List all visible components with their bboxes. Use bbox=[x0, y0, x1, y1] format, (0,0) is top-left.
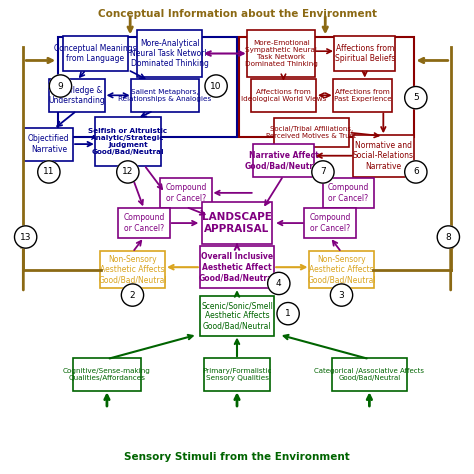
Text: Compound
or Cancel?: Compound or Cancel? bbox=[328, 183, 369, 202]
Circle shape bbox=[405, 161, 427, 183]
Text: Knowledge &
Understanding: Knowledge & Understanding bbox=[48, 86, 105, 105]
FancyBboxPatch shape bbox=[200, 246, 274, 288]
Circle shape bbox=[277, 302, 299, 325]
FancyBboxPatch shape bbox=[334, 36, 395, 71]
FancyBboxPatch shape bbox=[251, 79, 316, 112]
Text: Compound
or Cancel?: Compound or Cancel? bbox=[165, 183, 207, 202]
Text: 4: 4 bbox=[276, 279, 282, 288]
Text: More-Emotional
Sympathetic Neural
Task Network
Dominated Thinking: More-Emotional Sympathetic Neural Task N… bbox=[245, 40, 318, 67]
FancyBboxPatch shape bbox=[118, 208, 170, 238]
Text: Normative and
Social-Relations
Narrative: Normative and Social-Relations Narrative bbox=[353, 141, 414, 171]
Text: 6: 6 bbox=[413, 167, 419, 176]
FancyBboxPatch shape bbox=[49, 79, 105, 112]
Text: Scenic/Sonic/Smell
Aesthetic Affects
Good/Bad/Neutral: Scenic/Sonic/Smell Aesthetic Affects Goo… bbox=[201, 301, 273, 331]
Text: 11: 11 bbox=[43, 167, 55, 176]
Text: Selfish or Altruistic
Analytic/Strategic
Judgment
Good/Bad/Neutral: Selfish or Altruistic Analytic/Strategic… bbox=[88, 128, 167, 155]
Circle shape bbox=[49, 75, 72, 97]
Circle shape bbox=[38, 161, 60, 183]
Text: More-Analytical
Neural Task Network
Dominated Thinking: More-Analytical Neural Task Network Domi… bbox=[130, 38, 209, 68]
FancyBboxPatch shape bbox=[353, 135, 414, 177]
Text: 13: 13 bbox=[20, 233, 31, 241]
FancyBboxPatch shape bbox=[309, 251, 374, 288]
Circle shape bbox=[312, 161, 334, 183]
FancyBboxPatch shape bbox=[95, 117, 161, 166]
Circle shape bbox=[405, 86, 427, 109]
Text: 5: 5 bbox=[413, 93, 419, 102]
Circle shape bbox=[268, 272, 290, 295]
Text: Compound
or Cancel?: Compound or Cancel? bbox=[309, 213, 351, 233]
Text: Objectified
Narrative: Objectified Narrative bbox=[28, 135, 70, 154]
Circle shape bbox=[330, 284, 353, 306]
Text: 8: 8 bbox=[446, 233, 451, 241]
FancyBboxPatch shape bbox=[73, 357, 141, 391]
FancyBboxPatch shape bbox=[332, 357, 407, 391]
Text: 12: 12 bbox=[122, 167, 134, 176]
Text: Cognitive/Sense-making
Qualities/Affordances: Cognitive/Sense-making Qualities/Afforda… bbox=[63, 367, 151, 381]
Text: Compound
or Cancel?: Compound or Cancel? bbox=[123, 213, 165, 233]
Text: 1: 1 bbox=[285, 309, 291, 318]
Circle shape bbox=[15, 226, 37, 248]
FancyBboxPatch shape bbox=[333, 79, 392, 112]
Text: Conceptual Meanings
from Language: Conceptual Meanings from Language bbox=[54, 44, 137, 63]
Text: 3: 3 bbox=[338, 291, 345, 300]
Text: Affections from
Spiritual Beliefs: Affections from Spiritual Beliefs bbox=[335, 44, 395, 63]
Text: LANDSCAPE
APPRAISAL: LANDSCAPE APPRAISAL bbox=[202, 212, 272, 234]
Text: 10: 10 bbox=[210, 82, 222, 91]
Circle shape bbox=[117, 161, 139, 183]
FancyBboxPatch shape bbox=[247, 30, 315, 77]
Circle shape bbox=[437, 226, 459, 248]
Circle shape bbox=[205, 75, 227, 97]
Text: Non-Sensory
Aesthetic Affects
Good/Bad/Neutral: Non-Sensory Aesthetic Affects Good/Bad/N… bbox=[307, 255, 376, 284]
Text: Primary/Formalistic
Sensory Qualities: Primary/Formalistic Sensory Qualities bbox=[202, 367, 272, 381]
FancyBboxPatch shape bbox=[137, 30, 202, 77]
FancyBboxPatch shape bbox=[160, 178, 212, 208]
Text: Social/Tribal Affiliations,
Perceived Motives & Trust: Social/Tribal Affiliations, Perceived Mo… bbox=[266, 126, 356, 139]
Text: Conceptual Information about the Environment: Conceptual Information about the Environ… bbox=[98, 9, 376, 19]
FancyBboxPatch shape bbox=[202, 202, 272, 244]
Circle shape bbox=[121, 284, 144, 306]
FancyBboxPatch shape bbox=[204, 357, 270, 391]
Text: Salient Metaphors,
Relationships & Analogies: Salient Metaphors, Relationships & Analo… bbox=[118, 89, 211, 102]
Text: Overall Inclusive
Aesthetic Affect
Good/Bad/Neutral: Overall Inclusive Aesthetic Affect Good/… bbox=[199, 252, 275, 282]
Bar bbox=[239, 37, 413, 137]
Text: 2: 2 bbox=[130, 291, 135, 300]
FancyBboxPatch shape bbox=[63, 36, 128, 71]
FancyBboxPatch shape bbox=[274, 118, 349, 146]
FancyBboxPatch shape bbox=[200, 296, 274, 336]
Text: Affections from
Ideological World Views: Affections from Ideological World Views bbox=[241, 89, 326, 102]
Text: 7: 7 bbox=[320, 167, 326, 176]
Text: Non-Sensory
Aesthetic Affects
Good/Bad/Neutral: Non-Sensory Aesthetic Affects Good/Bad/N… bbox=[98, 255, 167, 284]
Text: Categorical /Associative Affects
Good/Bad/Neutral: Categorical /Associative Affects Good/Ba… bbox=[314, 367, 424, 381]
Text: Narrative Affect
Good/Bad/Neutral: Narrative Affect Good/Bad/Neutral bbox=[245, 151, 322, 170]
FancyBboxPatch shape bbox=[323, 178, 374, 208]
FancyBboxPatch shape bbox=[24, 128, 73, 161]
Text: Affections from
Past Experience: Affections from Past Experience bbox=[334, 89, 392, 102]
FancyBboxPatch shape bbox=[100, 251, 165, 288]
Text: 9: 9 bbox=[58, 82, 64, 91]
FancyBboxPatch shape bbox=[304, 208, 356, 238]
FancyBboxPatch shape bbox=[253, 144, 314, 177]
Text: Sensory Stimuli from the Environment: Sensory Stimuli from the Environment bbox=[124, 452, 350, 462]
Bar bbox=[58, 37, 237, 137]
FancyBboxPatch shape bbox=[131, 79, 199, 112]
